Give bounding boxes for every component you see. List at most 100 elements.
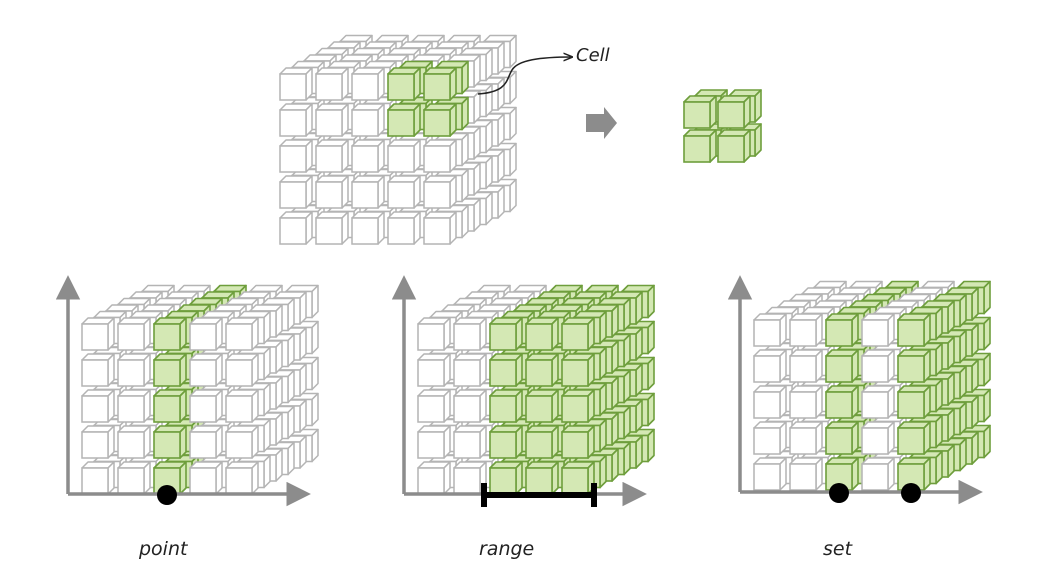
cube-c1-r3-d0 bbox=[789, 421, 823, 455]
extracted-cell-block bbox=[683, 89, 762, 163]
cube-c4-r4-d0 bbox=[561, 461, 595, 495]
cube-c1-r4-d0 bbox=[789, 457, 823, 491]
cube-c2-r2-d0 bbox=[351, 139, 385, 173]
point-caption: point bbox=[139, 538, 188, 560]
cube-c3-r3-d0 bbox=[525, 425, 559, 459]
cube-c1-r1-d0 bbox=[789, 349, 823, 383]
cube-c4-r2-d0 bbox=[561, 389, 595, 423]
cube-c0-r2-d0 bbox=[753, 385, 787, 419]
cube-c4-r1-d0 bbox=[561, 353, 595, 387]
cube-c4-r2-d0 bbox=[423, 139, 457, 173]
cube-c1-r3-d0 bbox=[315, 175, 349, 209]
cube-c3-r4-d0 bbox=[861, 457, 895, 491]
cube-c1-r0-d0 bbox=[117, 317, 151, 351]
cube-c1-r2-d0 bbox=[117, 389, 151, 423]
cube-c0-r1-d0 bbox=[279, 103, 313, 137]
cube-c1-r4-d0 bbox=[315, 211, 349, 245]
cube-c4-r3-d0 bbox=[423, 175, 457, 209]
cube-c1-r4-d0 bbox=[453, 461, 487, 495]
cube-c3-r3-d0 bbox=[387, 175, 421, 209]
cube-c3-r0-d0 bbox=[525, 317, 559, 351]
block-cube-c1-r0-d0 bbox=[717, 95, 751, 129]
cube-c2-r3-d0 bbox=[825, 421, 859, 455]
block-cube-c0-r1-d0 bbox=[683, 129, 717, 163]
cube-c1-r1-d0 bbox=[117, 353, 151, 387]
cube-c3-r0-d0 bbox=[189, 317, 223, 351]
cube-c3-r4-d0 bbox=[189, 461, 223, 495]
cube-c2-r2-d0 bbox=[825, 385, 859, 419]
cube-c0-r3-d0 bbox=[81, 425, 115, 459]
cube-c0-r3-d0 bbox=[753, 421, 787, 455]
cube-c2-r4-d0 bbox=[351, 211, 385, 245]
right-arrow-icon bbox=[586, 107, 617, 139]
cube-c0-r3-d0 bbox=[417, 425, 451, 459]
cube-c2-r4-d0 bbox=[825, 457, 859, 491]
cube-c4-r4-d0 bbox=[225, 461, 259, 495]
cube-c4-r3-d0 bbox=[897, 421, 931, 455]
cube-c1-r2-d0 bbox=[789, 385, 823, 419]
cube-c3-r2-d0 bbox=[189, 389, 223, 423]
cube-c3-r2-d0 bbox=[861, 385, 895, 419]
cube-c0-r3-d0 bbox=[279, 175, 313, 209]
cube-c4-r4-d0 bbox=[423, 211, 457, 245]
cube-c2-r0-d0 bbox=[825, 313, 859, 347]
cube-c3-r0-d0 bbox=[387, 67, 421, 101]
cube-c3-r4-d0 bbox=[525, 461, 559, 495]
cube-c0-r1-d0 bbox=[81, 353, 115, 387]
cube-c0-r2-d0 bbox=[279, 139, 313, 173]
cube-c2-r1-d0 bbox=[489, 353, 523, 387]
arrow-shape bbox=[586, 107, 617, 139]
cube-c2-r0-d0 bbox=[351, 67, 385, 101]
range-figure bbox=[391, 275, 655, 507]
cube-c2-r0-d0 bbox=[489, 317, 523, 351]
cube-c2-r1-d0 bbox=[351, 103, 385, 137]
block-cube-c0-r0-d0 bbox=[683, 95, 717, 129]
cube-c2-r2-d0 bbox=[489, 389, 523, 423]
cube-c2-r1-d0 bbox=[825, 349, 859, 383]
cube-c3-r1-d0 bbox=[387, 103, 421, 137]
cube-c0-r1-d0 bbox=[753, 349, 787, 383]
cube-c0-r0-d0 bbox=[753, 313, 787, 347]
cube-c0-r4-d0 bbox=[753, 457, 787, 491]
cube-c1-r0-d0 bbox=[789, 313, 823, 347]
cube-c2-r0-d0 bbox=[153, 317, 187, 351]
cube-c2-r1-d0 bbox=[153, 353, 187, 387]
cube-c3-r1-d0 bbox=[189, 353, 223, 387]
cube-c1-r2-d0 bbox=[315, 139, 349, 173]
cube-c1-r4-d0 bbox=[117, 461, 151, 495]
point-figure bbox=[55, 275, 319, 507]
cube-c0-r0-d0 bbox=[417, 317, 451, 351]
cube-c1-r0-d0 bbox=[315, 67, 349, 101]
block-cube-c1-r1-d0 bbox=[717, 129, 751, 163]
cube-c1-r1-d0 bbox=[453, 353, 487, 387]
cube-c0-r1-d0 bbox=[417, 353, 451, 387]
set-marker-2 bbox=[901, 483, 921, 503]
cube-c4-r0-d0 bbox=[897, 313, 931, 347]
cube-c4-r0-d0 bbox=[225, 317, 259, 351]
cell-pointer-line bbox=[477, 57, 572, 95]
cube-c2-r2-d0 bbox=[153, 389, 187, 423]
point-marker bbox=[157, 485, 177, 505]
cube-c3-r2-d0 bbox=[387, 139, 421, 173]
cube-c0-r4-d0 bbox=[81, 461, 115, 495]
cube-c0-r4-d0 bbox=[417, 461, 451, 495]
cube-c2-r3-d0 bbox=[153, 425, 187, 459]
cube-c0-r0-d0 bbox=[81, 317, 115, 351]
cube-c1-r1-d0 bbox=[315, 103, 349, 137]
cube-c3-r2-d0 bbox=[525, 389, 559, 423]
cube-c0-r4-d0 bbox=[279, 211, 313, 245]
range-caption: range bbox=[479, 538, 535, 560]
cube-c3-r0-d0 bbox=[861, 313, 895, 347]
cube-c4-r1-d0 bbox=[225, 353, 259, 387]
cube-c4-r1-d0 bbox=[897, 349, 931, 383]
cube-c4-r0-d0 bbox=[561, 317, 595, 351]
cube-c4-r1-d0 bbox=[423, 103, 457, 137]
cube-c2-r3-d0 bbox=[351, 175, 385, 209]
cube-c0-r0-d0 bbox=[279, 67, 313, 101]
set-figure bbox=[727, 275, 991, 505]
set-caption: set bbox=[823, 538, 853, 560]
cube-c3-r3-d0 bbox=[861, 421, 895, 455]
cube-c4-r2-d0 bbox=[225, 389, 259, 423]
cube-c1-r3-d0 bbox=[117, 425, 151, 459]
